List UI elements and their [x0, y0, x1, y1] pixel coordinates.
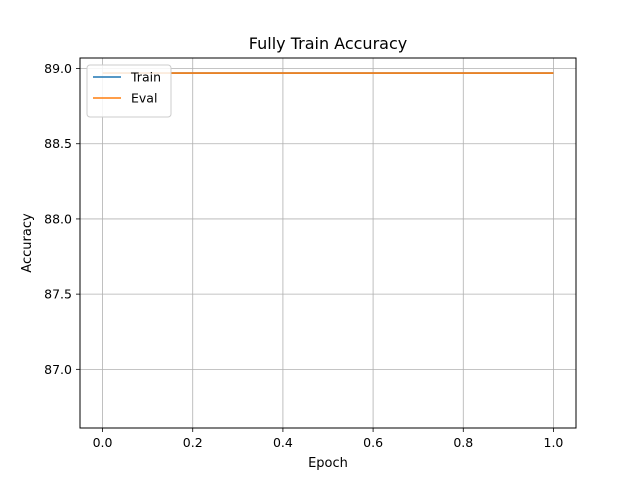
x-tick-label: 0.0	[93, 435, 113, 450]
y-axis-ticks: 87.0 87.5 88.0 88.5 89.0	[44, 61, 80, 377]
x-tick-label: 1.0	[544, 435, 564, 450]
y-tick-label: 87.0	[44, 362, 72, 377]
plot-frame	[79, 57, 577, 429]
x-tick-label: 0.2	[183, 435, 203, 450]
x-axis-label: Epoch	[308, 456, 348, 471]
x-tick-label: 0.6	[363, 435, 383, 450]
legend: Train Eval	[86, 64, 172, 118]
y-tick-label: 88.5	[44, 136, 72, 151]
y-axis-label: Accuracy	[20, 213, 35, 273]
legend-label: Eval	[131, 91, 157, 106]
x-axis-ticks: 0.0 0.2 0.4 0.6 0.8 1.0	[93, 428, 564, 450]
y-tick-label: 87.5	[44, 287, 72, 302]
x-tick-label: 0.8	[453, 435, 473, 450]
y-tick-label: 88.0	[44, 211, 72, 226]
grid-lines	[80, 58, 576, 428]
x-tick-label: 0.4	[273, 435, 293, 450]
chart-title: Fully Train Accuracy	[249, 34, 407, 53]
y-tick-label: 89.0	[44, 61, 72, 76]
legend-box	[86, 64, 172, 118]
legend-label: Train	[130, 70, 161, 85]
